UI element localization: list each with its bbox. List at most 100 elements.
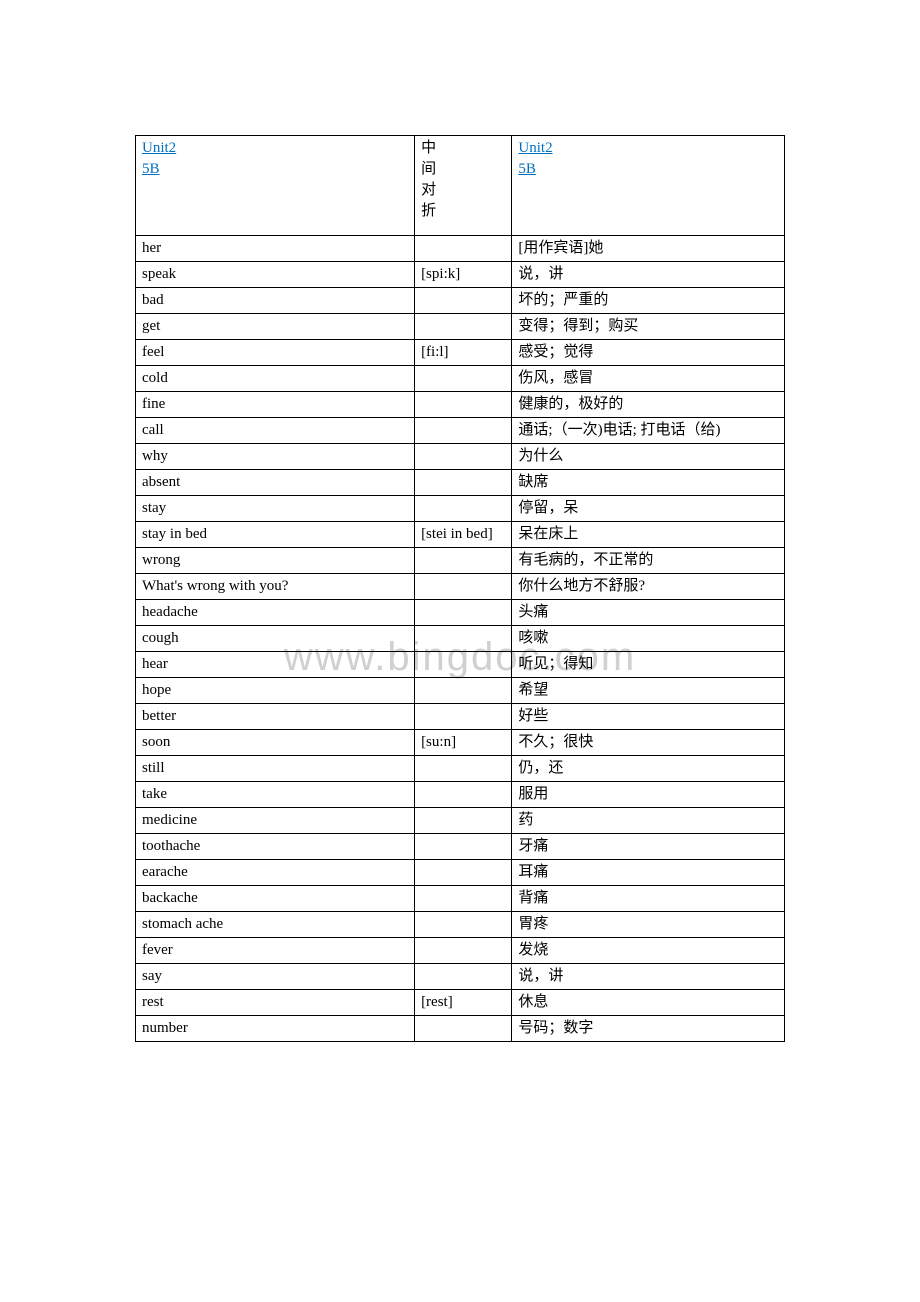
chinese-cell: 感受；觉得 — [512, 340, 785, 366]
english-cell: absent — [136, 470, 415, 496]
phonetic-cell — [415, 470, 512, 496]
english-cell: stomach ache — [136, 912, 415, 938]
table-row: earache 耳痛 — [136, 860, 785, 886]
phonetic-cell — [415, 626, 512, 652]
english-cell: earache — [136, 860, 415, 886]
phonetic-cell — [415, 288, 512, 314]
table-row: What's wrong with you? 你什么地方不舒服? — [136, 574, 785, 600]
table-row: soon[su:n]不久；很快 — [136, 730, 785, 756]
unit-link-left-1[interactable]: Unit2 — [142, 138, 408, 159]
phonetic-cell — [415, 938, 512, 964]
english-cell: get — [136, 314, 415, 340]
phonetic-cell: [rest] — [415, 990, 512, 1016]
phonetic-cell — [415, 548, 512, 574]
english-cell: still — [136, 756, 415, 782]
table-row: speak[spi:k]说，讲 — [136, 262, 785, 288]
phonetic-cell — [415, 574, 512, 600]
table-row: hope希望 — [136, 678, 785, 704]
english-cell: soon — [136, 730, 415, 756]
header-left-cell: Unit2 5B — [136, 136, 415, 236]
english-cell: say — [136, 964, 415, 990]
chinese-cell: 头痛 — [512, 600, 785, 626]
phonetic-cell — [415, 418, 512, 444]
table-row: number号码；数字 — [136, 1016, 785, 1042]
phonetic-cell: [stei in bed] — [415, 522, 512, 548]
chinese-cell: 你什么地方不舒服? — [512, 574, 785, 600]
table-row: stomach ache 胃疼 — [136, 912, 785, 938]
phonetic-cell — [415, 600, 512, 626]
table-row: fever发烧 — [136, 938, 785, 964]
vocabulary-table: Unit2 5B 中间对折 Unit2 5B her[用作宾语]她speak[s… — [135, 135, 785, 1042]
unit-link-right-1[interactable]: Unit2 — [518, 138, 778, 159]
phonetic-cell: [fi:l] — [415, 340, 512, 366]
chinese-cell: [用作宾语]她 — [512, 236, 785, 262]
table-row: cold 伤风，感冒 — [136, 366, 785, 392]
phonetic-cell: [spi:k] — [415, 262, 512, 288]
table-row: headache 头痛 — [136, 600, 785, 626]
chinese-cell: 伤风，感冒 — [512, 366, 785, 392]
table-row: medicine 药 — [136, 808, 785, 834]
english-cell: hope — [136, 678, 415, 704]
phonetic-cell: [su:n] — [415, 730, 512, 756]
chinese-cell: 咳嗽 — [512, 626, 785, 652]
chinese-cell: 有毛病的，不正常的 — [512, 548, 785, 574]
table-row: stay停留，呆 — [136, 496, 785, 522]
chinese-cell: 休息 — [512, 990, 785, 1016]
chinese-cell: 好些 — [512, 704, 785, 730]
chinese-cell: 听见；得知 — [512, 652, 785, 678]
chinese-cell: 耳痛 — [512, 860, 785, 886]
phonetic-cell — [415, 392, 512, 418]
chinese-cell: 缺席 — [512, 470, 785, 496]
english-cell: medicine — [136, 808, 415, 834]
english-cell: cough — [136, 626, 415, 652]
chinese-cell: 说，讲 — [512, 262, 785, 288]
table-row: get 变得；得到；购买 — [136, 314, 785, 340]
unit-link-left-2[interactable]: 5B — [142, 159, 408, 180]
chinese-cell: 不久；很快 — [512, 730, 785, 756]
phonetic-cell — [415, 704, 512, 730]
english-cell: fever — [136, 938, 415, 964]
table-row: her [用作宾语]她 — [136, 236, 785, 262]
unit-link-right-2[interactable]: 5B — [518, 159, 778, 180]
english-cell: fine — [136, 392, 415, 418]
chinese-cell: 变得；得到；购买 — [512, 314, 785, 340]
english-cell: number — [136, 1016, 415, 1042]
english-cell: cold — [136, 366, 415, 392]
phonetic-cell — [415, 1016, 512, 1042]
chinese-cell: 为什么 — [512, 444, 785, 470]
chinese-cell: 胃疼 — [512, 912, 785, 938]
table-row: fine 健康的，极好的 — [136, 392, 785, 418]
english-cell: her — [136, 236, 415, 262]
english-cell: call — [136, 418, 415, 444]
phonetic-cell — [415, 834, 512, 860]
phonetic-cell — [415, 756, 512, 782]
table-row: backache 背痛 — [136, 886, 785, 912]
english-cell: backache — [136, 886, 415, 912]
phonetic-cell — [415, 964, 512, 990]
english-cell: What's wrong with you? — [136, 574, 415, 600]
english-cell: toothache — [136, 834, 415, 860]
chinese-cell: 通话;（一次)电话; 打电话（给) — [512, 418, 785, 444]
header-right-cell: Unit2 5B — [512, 136, 785, 236]
english-cell: hear — [136, 652, 415, 678]
header-middle-cell: 中间对折 — [415, 136, 512, 236]
chinese-cell: 仍，还 — [512, 756, 785, 782]
table-row: say 说，讲 — [136, 964, 785, 990]
chinese-cell: 牙痛 — [512, 834, 785, 860]
table-row: toothache 牙痛 — [136, 834, 785, 860]
chinese-cell: 说，讲 — [512, 964, 785, 990]
english-cell: why — [136, 444, 415, 470]
phonetic-cell — [415, 314, 512, 340]
english-cell: speak — [136, 262, 415, 288]
chinese-cell: 药 — [512, 808, 785, 834]
table-row: feel[fi:l]感受；觉得 — [136, 340, 785, 366]
table-row: stay in bed[stei in bed]呆在床上 — [136, 522, 785, 548]
table-row: why 为什么 — [136, 444, 785, 470]
english-cell: stay in bed — [136, 522, 415, 548]
table-row: still 仍，还 — [136, 756, 785, 782]
chinese-cell: 坏的；严重的 — [512, 288, 785, 314]
chinese-cell: 背痛 — [512, 886, 785, 912]
chinese-cell: 健康的，极好的 — [512, 392, 785, 418]
english-cell: wrong — [136, 548, 415, 574]
english-cell: headache — [136, 600, 415, 626]
